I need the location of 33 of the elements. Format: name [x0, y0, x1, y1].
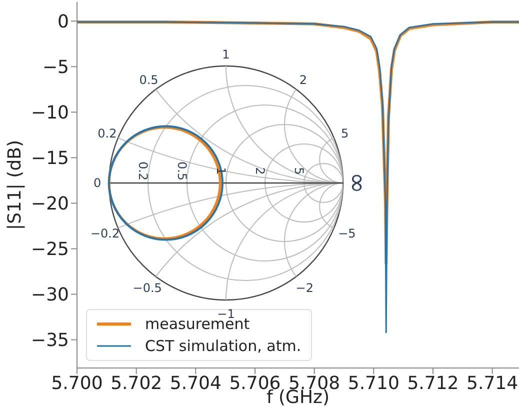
y-tick-label: −30 [31, 284, 69, 306]
y-tick-label: −35 [31, 330, 69, 352]
annotation: −5 [338, 226, 356, 240]
annotation: 1 [222, 47, 230, 62]
y-tick-label: −5 [42, 57, 69, 78]
annotation: 2 [253, 167, 267, 175]
x-tick-label: 5.710 [348, 372, 400, 394]
annotation: −2 [296, 280, 314, 295]
annotation: ∞ [342, 172, 372, 194]
annotation: −0.2 [90, 226, 120, 240]
y-tick-label: −20 [31, 194, 69, 215]
annotation: −0.5 [132, 280, 162, 295]
annotation: 0.5 [175, 161, 189, 181]
line-series [77, 21, 519, 334]
annotation: 5 [292, 167, 306, 175]
y-tick-label: −10 [31, 102, 69, 124]
annotation: 0 [93, 176, 102, 190]
annotation: 1 [214, 167, 228, 175]
x-tick-label: 5.714 [466, 372, 518, 394]
annotation: 0.5 [139, 73, 158, 88]
x-tick-label: 5.704 [170, 372, 222, 394]
annotation: 2 [299, 73, 308, 88]
y-tick-label: −15 [31, 148, 69, 170]
y-tick-label: −25 [31, 239, 69, 260]
y-axis-title: |S11| (dB) [4, 140, 26, 230]
y-tick-label: 0 [58, 12, 69, 33]
x-tick-label: 5.712 [407, 372, 459, 394]
x-tick-label: 5.700 [51, 372, 103, 394]
annotation: 0.2 [98, 126, 117, 140]
annotation: 5 [340, 126, 349, 140]
annotation: 0.2 [136, 161, 150, 181]
x-tick-label: 5.702 [110, 372, 162, 394]
legend-label: CST simulation, atm. [145, 337, 302, 355]
